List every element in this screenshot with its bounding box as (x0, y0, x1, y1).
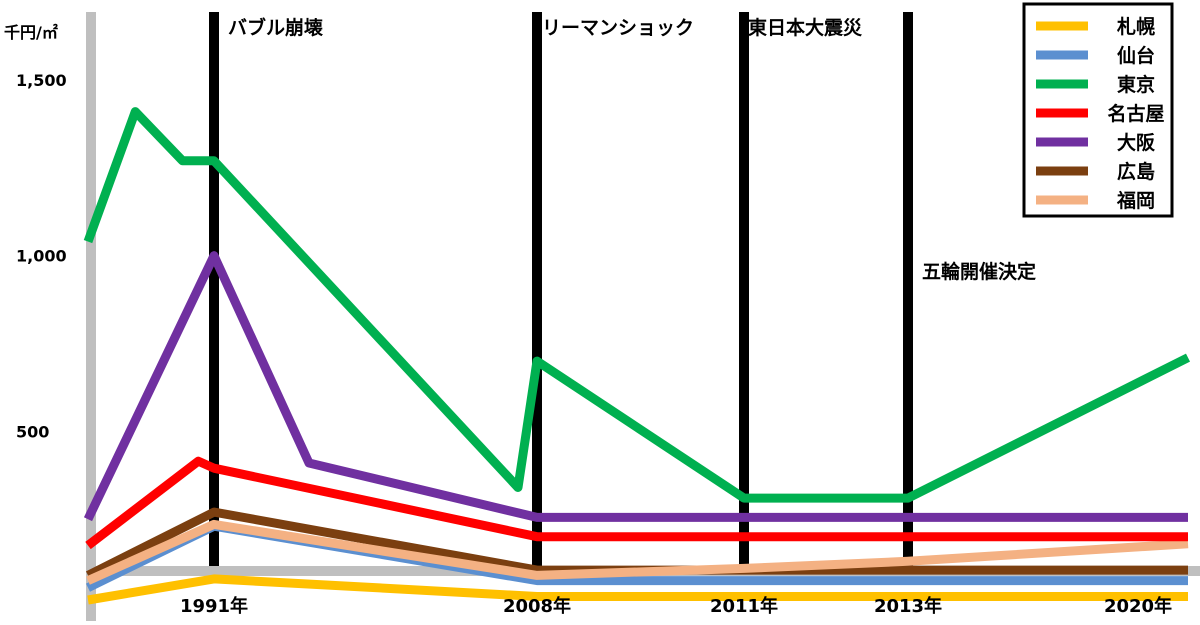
series-line (83, 107, 1191, 503)
x-tick-label: 2011年 (710, 595, 778, 617)
tick-labels: 1,500 1,000 500 1991年 2008年 2011年 2013年 2020年 (16, 71, 1172, 617)
series-line (83, 251, 1188, 522)
legend-label: 仙台 (1117, 44, 1155, 67)
legend-label: 東京 (1117, 73, 1155, 96)
legend-label: 広島 (1117, 160, 1155, 183)
event-label: リーマンショック (542, 17, 694, 39)
legend-label: 札幌 (1116, 15, 1155, 38)
event-label: バブル崩壊 (228, 16, 324, 39)
series-line (87, 574, 1188, 605)
legend-label: 大阪 (1117, 131, 1156, 154)
y-tick-label: 1,500 (16, 71, 67, 90)
legend-label: 福岡 (1116, 189, 1155, 212)
y-tick-label: 500 (16, 422, 49, 441)
y-axis-line (86, 12, 96, 621)
event-label: 五輪開催決定 (922, 260, 1036, 283)
x-tick-label: 2020年 (1104, 595, 1172, 617)
y-tick-label: 1,000 (16, 247, 67, 266)
x-tick-label: 1991年 (180, 595, 248, 617)
event-label: 東日本大震災 (748, 16, 863, 39)
series-line (86, 519, 1189, 585)
legend-label: 名古屋 (1107, 102, 1164, 125)
y-axis-label: 千円/㎡ (4, 23, 58, 42)
series-lines (83, 107, 1191, 605)
x-tick-label: 2013年 (874, 595, 942, 617)
series-line (85, 456, 1188, 550)
x-tick-label: 2008年 (503, 595, 571, 617)
